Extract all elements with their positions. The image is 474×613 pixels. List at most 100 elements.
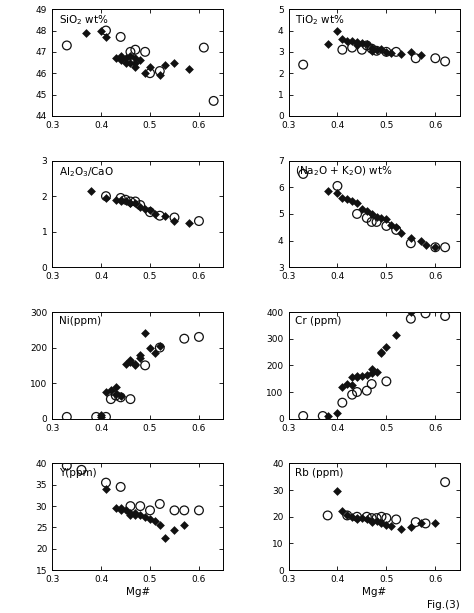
Point <box>117 197 125 207</box>
Point <box>373 513 380 523</box>
Point <box>156 343 164 352</box>
Point <box>88 186 95 196</box>
Point <box>132 197 139 207</box>
Point <box>338 45 346 55</box>
Point <box>137 200 144 210</box>
Point <box>146 62 154 72</box>
Point <box>63 412 71 422</box>
Point <box>102 412 110 422</box>
Point <box>141 329 149 338</box>
Point <box>151 209 159 219</box>
Point <box>344 36 351 46</box>
Point <box>324 511 331 520</box>
Point <box>117 51 125 61</box>
Point <box>185 64 193 74</box>
Point <box>358 371 366 381</box>
Point <box>368 516 375 526</box>
Point <box>334 408 341 418</box>
X-axis label: Mg#: Mg# <box>362 587 386 596</box>
Point <box>392 514 400 524</box>
Point <box>117 503 125 513</box>
Point <box>107 394 115 404</box>
Point <box>431 242 439 252</box>
Point <box>300 411 307 421</box>
Point <box>161 59 168 69</box>
Point <box>353 199 361 208</box>
Point <box>344 511 351 520</box>
Point <box>156 66 164 76</box>
Point <box>127 357 134 367</box>
Point <box>353 371 361 381</box>
Point <box>387 48 395 58</box>
Point <box>132 360 139 370</box>
Point <box>344 194 351 204</box>
Point <box>127 47 134 57</box>
Point <box>348 43 356 53</box>
X-axis label: Mg#: Mg# <box>126 587 150 596</box>
Point <box>417 235 424 245</box>
Point <box>146 205 154 215</box>
Point <box>324 186 331 196</box>
Point <box>378 347 385 357</box>
Point <box>383 215 390 224</box>
Point <box>387 521 395 531</box>
Point <box>132 58 139 67</box>
Point <box>171 302 178 311</box>
Text: Fig.(3): Fig.(3) <box>427 600 460 610</box>
Point <box>392 225 400 235</box>
Point <box>353 40 361 50</box>
Point <box>373 367 380 377</box>
Point <box>392 47 400 57</box>
Point <box>161 211 168 221</box>
Point <box>368 217 375 227</box>
Point <box>319 411 327 421</box>
Point <box>137 55 144 65</box>
Text: Al$_2$O$_3$/CaO: Al$_2$O$_3$/CaO <box>59 165 114 178</box>
Point <box>122 506 129 516</box>
Point <box>407 238 415 248</box>
Point <box>137 501 144 511</box>
Point <box>141 68 149 78</box>
Point <box>392 223 400 232</box>
Point <box>97 410 105 420</box>
Point <box>344 379 351 389</box>
Point <box>102 32 110 42</box>
Point <box>397 227 405 237</box>
Point <box>378 519 385 528</box>
Point <box>151 516 159 526</box>
Point <box>417 50 424 60</box>
Point <box>63 461 71 471</box>
Point <box>102 387 110 397</box>
Point <box>397 49 405 59</box>
Point <box>383 513 390 523</box>
Point <box>383 47 390 57</box>
Point <box>383 47 390 57</box>
Point <box>132 359 139 368</box>
Point <box>353 387 361 397</box>
Point <box>117 482 125 492</box>
Point <box>392 330 400 340</box>
Point <box>373 46 380 56</box>
Point <box>368 365 375 375</box>
Point <box>132 62 139 72</box>
Point <box>431 242 439 252</box>
Point <box>368 46 375 56</box>
Point <box>141 360 149 370</box>
Point <box>348 196 356 205</box>
Point <box>127 197 134 207</box>
Point <box>441 311 449 321</box>
Point <box>363 512 371 522</box>
Point <box>363 386 371 395</box>
Point <box>383 520 390 530</box>
Point <box>122 53 129 63</box>
Point <box>407 522 415 532</box>
Point <box>132 45 139 55</box>
Point <box>383 221 390 231</box>
Point <box>334 26 341 36</box>
Point <box>407 233 415 243</box>
Point <box>353 37 361 47</box>
Point <box>181 506 188 516</box>
Point <box>378 213 385 223</box>
Point <box>146 506 154 516</box>
Point <box>102 193 110 203</box>
